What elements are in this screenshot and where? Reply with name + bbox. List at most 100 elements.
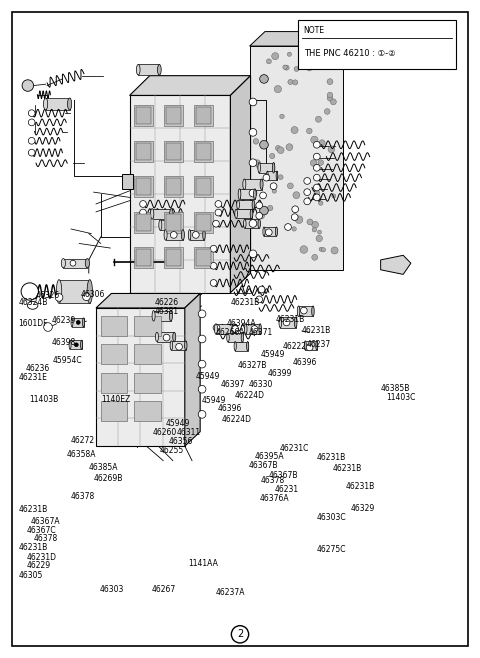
Bar bbox=[160, 220, 178, 230]
Bar bbox=[136, 107, 151, 124]
Ellipse shape bbox=[253, 189, 256, 199]
Ellipse shape bbox=[234, 342, 236, 351]
Bar bbox=[101, 401, 127, 421]
Text: 46303: 46303 bbox=[100, 585, 124, 594]
Circle shape bbox=[215, 201, 222, 207]
Circle shape bbox=[293, 191, 300, 199]
Ellipse shape bbox=[297, 306, 300, 316]
Polygon shape bbox=[130, 76, 251, 95]
Circle shape bbox=[306, 344, 313, 351]
Ellipse shape bbox=[151, 209, 154, 219]
Circle shape bbox=[318, 230, 322, 234]
Circle shape bbox=[249, 220, 257, 227]
Ellipse shape bbox=[69, 340, 71, 349]
Circle shape bbox=[198, 386, 206, 393]
Circle shape bbox=[300, 245, 308, 253]
Circle shape bbox=[253, 139, 259, 144]
Ellipse shape bbox=[266, 171, 268, 180]
Bar bbox=[46, 98, 70, 110]
Ellipse shape bbox=[85, 259, 89, 268]
Bar bbox=[154, 311, 171, 321]
Circle shape bbox=[266, 59, 271, 64]
Circle shape bbox=[256, 202, 263, 209]
Circle shape bbox=[304, 178, 311, 184]
Circle shape bbox=[257, 163, 263, 170]
Ellipse shape bbox=[215, 324, 217, 334]
Ellipse shape bbox=[170, 209, 173, 219]
Bar bbox=[136, 214, 151, 231]
Text: 45954C: 45954C bbox=[53, 356, 83, 365]
Text: 46231: 46231 bbox=[275, 485, 299, 494]
Bar bbox=[267, 171, 277, 180]
Circle shape bbox=[198, 411, 206, 418]
Circle shape bbox=[170, 232, 177, 238]
Bar bbox=[280, 317, 296, 328]
Text: 46255: 46255 bbox=[160, 445, 184, 455]
Text: 46231B: 46231B bbox=[18, 543, 48, 552]
Circle shape bbox=[249, 98, 257, 106]
Ellipse shape bbox=[294, 317, 297, 328]
Bar bbox=[164, 105, 182, 126]
Bar bbox=[194, 141, 213, 162]
Ellipse shape bbox=[227, 333, 229, 342]
Circle shape bbox=[304, 189, 311, 195]
Circle shape bbox=[307, 128, 312, 134]
Text: 45949: 45949 bbox=[196, 372, 220, 381]
Text: 46267: 46267 bbox=[151, 585, 176, 594]
Bar bbox=[228, 333, 242, 342]
Circle shape bbox=[28, 119, 35, 126]
Circle shape bbox=[210, 245, 217, 252]
Text: 45949: 45949 bbox=[166, 419, 190, 428]
Text: 46239: 46239 bbox=[51, 316, 76, 325]
Circle shape bbox=[313, 174, 320, 181]
Text: 46231B: 46231B bbox=[18, 505, 48, 514]
Circle shape bbox=[295, 216, 303, 224]
Ellipse shape bbox=[27, 301, 38, 309]
Circle shape bbox=[300, 307, 307, 314]
Bar bbox=[259, 163, 274, 173]
Ellipse shape bbox=[181, 230, 184, 240]
Circle shape bbox=[318, 160, 324, 165]
Ellipse shape bbox=[184, 341, 187, 350]
Text: 46231B: 46231B bbox=[317, 453, 346, 462]
Text: 46329: 46329 bbox=[350, 504, 375, 513]
Circle shape bbox=[55, 293, 63, 301]
Bar bbox=[171, 341, 186, 350]
Bar bbox=[134, 247, 153, 268]
Polygon shape bbox=[185, 293, 200, 446]
Text: NOTE: NOTE bbox=[304, 26, 324, 35]
Circle shape bbox=[319, 139, 325, 146]
Ellipse shape bbox=[136, 64, 140, 75]
Ellipse shape bbox=[241, 333, 244, 342]
Bar bbox=[136, 178, 151, 195]
Text: 46396: 46396 bbox=[293, 358, 317, 367]
Bar bbox=[246, 324, 260, 334]
Circle shape bbox=[270, 153, 275, 159]
Circle shape bbox=[313, 164, 320, 171]
Text: 46367B: 46367B bbox=[269, 471, 298, 480]
Ellipse shape bbox=[247, 342, 249, 351]
Ellipse shape bbox=[164, 230, 167, 240]
Polygon shape bbox=[96, 293, 200, 308]
Circle shape bbox=[283, 319, 290, 326]
Text: 46398: 46398 bbox=[51, 338, 76, 347]
Text: 46356: 46356 bbox=[168, 437, 193, 446]
Circle shape bbox=[312, 221, 319, 228]
Text: 46231D: 46231D bbox=[26, 553, 57, 563]
Circle shape bbox=[330, 99, 336, 105]
Circle shape bbox=[276, 145, 281, 151]
Circle shape bbox=[311, 136, 318, 143]
Circle shape bbox=[260, 140, 268, 149]
Text: 46327B: 46327B bbox=[238, 361, 267, 370]
Ellipse shape bbox=[203, 230, 205, 240]
Circle shape bbox=[313, 184, 320, 191]
Text: 46358A: 46358A bbox=[66, 449, 96, 459]
Text: 46367B: 46367B bbox=[248, 461, 277, 470]
Circle shape bbox=[312, 255, 318, 261]
Circle shape bbox=[210, 263, 217, 269]
Circle shape bbox=[213, 324, 220, 331]
Text: 46231B: 46231B bbox=[332, 464, 361, 473]
Circle shape bbox=[260, 74, 268, 84]
Circle shape bbox=[28, 138, 35, 144]
Bar bbox=[190, 230, 204, 240]
